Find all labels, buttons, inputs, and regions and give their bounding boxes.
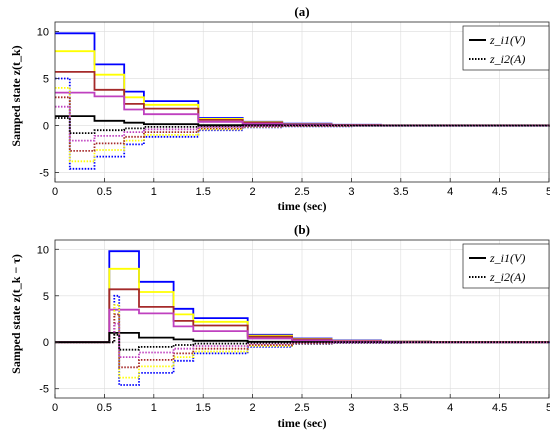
y-tick-label: -5 <box>39 168 49 180</box>
y-tick-label: 5 <box>43 73 49 85</box>
x-tick-label: 5 <box>546 186 550 198</box>
x-tick-label: 3.5 <box>393 402 408 414</box>
y-tick-label: 0 <box>43 337 49 349</box>
x-tick-label: 0 <box>52 402 58 414</box>
y-tick-label: 10 <box>37 244 49 256</box>
legend-box <box>462 243 550 289</box>
y-axis-label: Samped state z(t_k − τ) <box>9 254 23 374</box>
series-line-7 <box>55 313 550 369</box>
x-tick-label: 0.5 <box>97 186 112 198</box>
x-tick-label: 3 <box>348 186 354 198</box>
x-tick-label: 0.5 <box>97 402 112 414</box>
x-tick-label: 4.5 <box>492 402 507 414</box>
y-tick-label: -5 <box>39 384 49 396</box>
legend-entry: z_i1(V) <box>489 33 525 47</box>
x-axis-label: time (sec) <box>278 416 327 430</box>
x-tick-label: 3.5 <box>393 186 408 198</box>
legend: z_i1(V) z_i2(A) <box>462 25 550 71</box>
series-line-9 <box>55 333 550 351</box>
chart-title: (b) <box>294 222 310 237</box>
x-tick-label: 1 <box>151 186 157 198</box>
x-tick-label: 2 <box>250 402 256 414</box>
y-axis-label: Samped state z(t_k) <box>9 45 23 146</box>
x-tick-label: 1.5 <box>196 402 211 414</box>
chart-panel-a: (a) time (sec) Samped state z(t_k) 0 0.5 1… <box>9 4 550 213</box>
legend-box <box>462 25 550 71</box>
x-tick-label: 2 <box>250 186 256 198</box>
y-tick-label: 5 <box>43 291 49 303</box>
y-tick-label: 0 <box>43 121 49 133</box>
x-tick-label: 1.5 <box>196 186 211 198</box>
legend: z_i1(V) z_i2(A) <box>462 243 550 289</box>
x-tick-label: 4.5 <box>492 186 507 198</box>
series-line-6 <box>55 304 550 379</box>
x-tick-label: 3 <box>348 402 354 414</box>
series-line-8 <box>55 105 549 142</box>
series-line-9 <box>55 117 550 134</box>
x-tick-label: 0 <box>52 186 58 198</box>
x-tick-label: 5 <box>546 402 550 414</box>
legend-entry: z_i2(A) <box>489 270 525 284</box>
x-tick-label: 4 <box>447 402 453 414</box>
x-tick-label: 2.5 <box>294 402 309 414</box>
y-axis-label-text: Samped state z(t_k) <box>9 45 23 146</box>
chart-title: (a) <box>294 4 309 19</box>
x-tick-label: 4 <box>447 186 453 198</box>
x-axis-label: time (sec) <box>278 199 327 213</box>
legend-entry: z_i2(A) <box>489 52 525 66</box>
y-tick-label: 10 <box>37 26 49 38</box>
y-axis-label-text: Samped state z(t_k − τ) <box>9 254 23 374</box>
x-tick-label: 2.5 <box>294 186 309 198</box>
series-line-8 <box>55 322 550 358</box>
legend-entry: z_i1(V) <box>489 251 525 265</box>
series-line-5 <box>55 294 550 386</box>
chart-panel-b: (b) time (sec) Samped state z(t_k − τ) 0… <box>9 222 550 430</box>
x-tick-label: 1 <box>151 402 157 414</box>
